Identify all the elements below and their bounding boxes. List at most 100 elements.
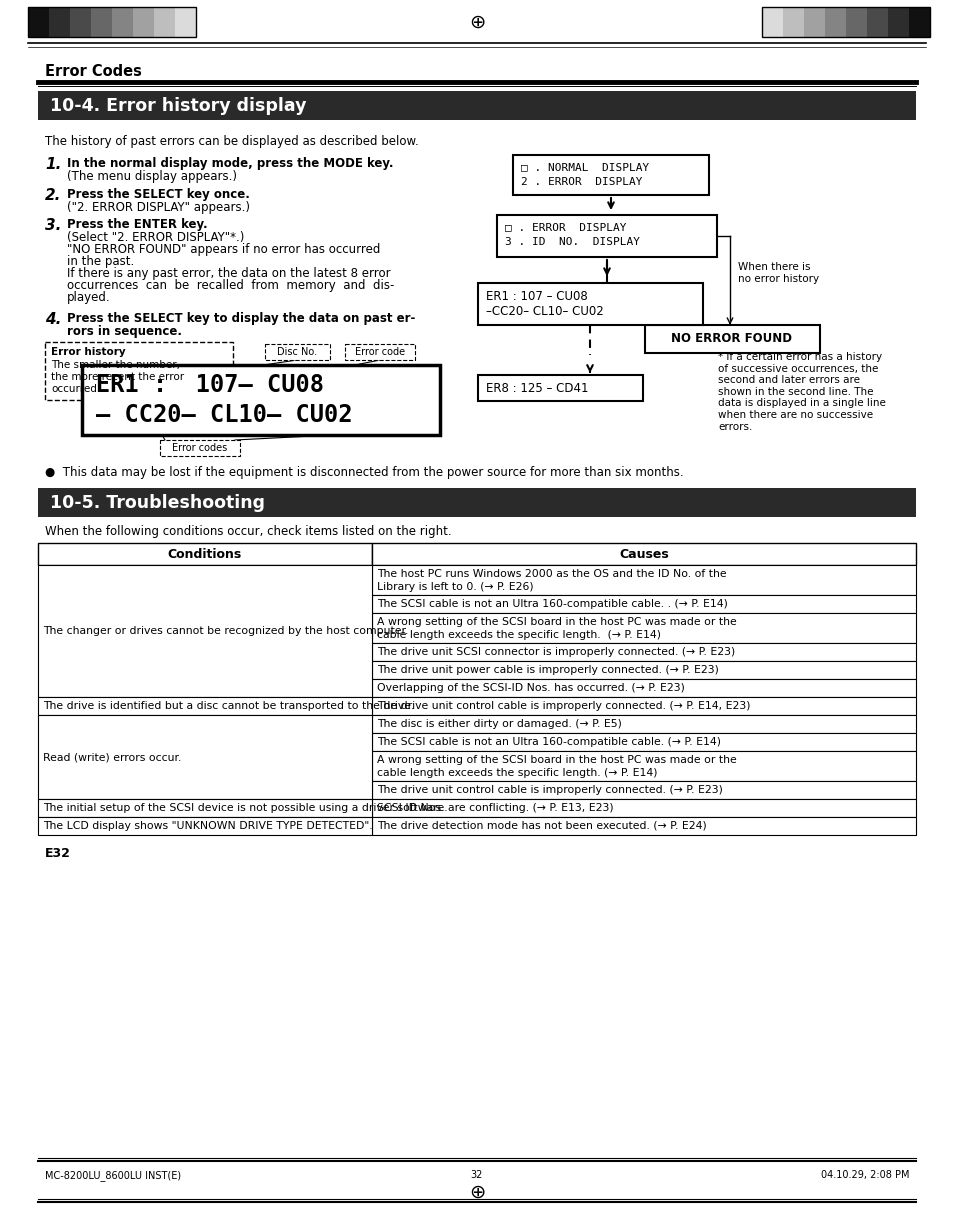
Bar [49,7,70,37]
Bar [887,7,908,37]
Text: 4.: 4. [45,312,61,326]
Bar [372,643,915,661]
Bar [824,7,845,37]
Bar [372,698,915,715]
Text: –CC20– CL10– CU02: –CC20– CL10– CU02 [485,305,603,318]
Bar [28,7,49,37]
Text: Overlapping of the SCSI-ID Nos. has occurred. (→ P. E23): Overlapping of the SCSI-ID Nos. has occu… [376,683,684,693]
Bar [38,91,915,120]
Text: "NO ERROR FOUND" appears if no error has occurred: "NO ERROR FOUND" appears if no error has… [67,243,380,256]
Text: ⊕: ⊕ [468,12,485,31]
Text: 32: 32 [471,1170,482,1180]
Bar [38,488,915,517]
Text: (Select "2. ERROR DISPLAY"*.): (Select "2. ERROR DISPLAY"*.) [67,231,244,244]
Text: 3.: 3. [45,218,61,233]
Text: The drive is identified but a disc cannot be transported to the drive.: The drive is identified but a disc canno… [43,701,414,711]
Bar [28,7,195,37]
Text: The disc is either dirty or damaged. (→ P. E5): The disc is either dirty or damaged. (→ … [376,719,621,729]
Text: A wrong setting of the SCSI board in the host PC was made or the: A wrong setting of the SCSI board in the… [376,617,736,627]
Bar [761,7,929,37]
Text: Error code: Error code [355,347,405,357]
Text: □ . NORMAL  DISPLAY: □ . NORMAL DISPLAY [520,162,649,172]
Bar [497,215,717,258]
Text: rors in sequence.: rors in sequence. [67,325,182,339]
Bar [644,325,820,353]
Bar [372,661,915,679]
Text: played.: played. [67,291,111,303]
Bar [372,817,915,835]
Text: The SCSI cable is not an Ultra 160-compatible cable. (→ P. E14): The SCSI cable is not an Ultra 160-compa… [376,737,720,747]
Bar [174,7,195,37]
Text: Causes: Causes [618,548,668,561]
Text: NO ERROR FOUND: NO ERROR FOUND [671,332,792,346]
Bar [38,543,372,565]
Text: Error Codes: Error Codes [45,64,142,80]
Text: Press the SELECT key to display the data on past er-: Press the SELECT key to display the data… [67,312,415,325]
Bar [38,799,372,817]
Text: cable length exceeds the specific length. (→ P. E14): cable length exceeds the specific length… [376,768,657,779]
Text: the more recent the error: the more recent the error [51,372,184,382]
Text: The LCD display shows "UNKNOWN DRIVE TYPE DETECTED".: The LCD display shows "UNKNOWN DRIVE TYP… [43,821,373,831]
Text: 3 . ID  NO.  DISPLAY: 3 . ID NO. DISPLAY [504,237,639,247]
Text: Press the SELECT key once.: Press the SELECT key once. [67,189,250,201]
Text: * If a certain error has a history
of successive occurrences, the
second and lat: * If a certain error has a history of su… [718,352,885,432]
Text: in the past.: in the past. [67,255,134,268]
Bar [477,283,702,325]
Bar [91,7,112,37]
Text: 10-4. Error history display: 10-4. Error history display [50,97,306,115]
Bar [160,440,240,456]
Bar [372,679,915,698]
Text: The drive unit control cable is improperly connected. (→ P. E14, E23): The drive unit control cable is improper… [376,701,750,711]
Text: Error codes: Error codes [172,442,228,453]
Text: 2.: 2. [45,189,61,203]
Text: SCSI ID Nos. are conflicting. (→ P. E13, E23): SCSI ID Nos. are conflicting. (→ P. E13,… [376,803,613,812]
Bar [845,7,866,37]
Text: Read (write) errors occur.: Read (write) errors occur. [43,752,181,762]
Text: The history of past errors can be displayed as described below.: The history of past errors can be displa… [45,135,418,147]
Text: (The menu display appears.): (The menu display appears.) [67,170,236,183]
Bar [372,715,915,733]
Text: The drive unit power cable is improperly connected. (→ P. E23): The drive unit power cable is improperly… [376,665,719,675]
Bar [513,155,708,195]
Bar [38,715,372,799]
Bar [372,799,915,817]
Text: Conditions: Conditions [168,548,242,561]
Text: occurrences  can  be  recalled  from  memory  and  dis-: occurrences can be recalled from memory … [67,279,394,293]
Bar [372,595,915,613]
Text: When there is
no error history: When there is no error history [738,262,819,284]
Text: A wrong setting of the SCSI board in the host PC was made or the: A wrong setting of the SCSI board in the… [376,754,736,765]
Text: In the normal display mode, press the MODE key.: In the normal display mode, press the MO… [67,157,393,170]
Bar [153,7,174,37]
Text: ⊕: ⊕ [468,1182,485,1202]
Text: ER8 : 125 – CD41: ER8 : 125 – CD41 [485,382,588,394]
Text: ("2. ERROR DISPLAY" appears.): ("2. ERROR DISPLAY" appears.) [67,201,250,214]
Text: 10-5. Troubleshooting: 10-5. Troubleshooting [50,494,265,511]
Text: The drive unit control cable is improperly connected. (→ P. E23): The drive unit control cable is improper… [376,785,722,796]
Bar [908,7,929,37]
Text: Disc No.: Disc No. [276,347,316,357]
Bar [477,375,642,401]
Text: □ . ERROR  DISPLAY: □ . ERROR DISPLAY [504,222,626,232]
Text: The drive unit SCSI connector is improperly connected. (→ P. E23): The drive unit SCSI connector is imprope… [376,647,735,656]
Bar [372,733,915,751]
Bar [265,345,330,360]
Bar [782,7,803,37]
Text: Press the ENTER key.: Press the ENTER key. [67,218,208,231]
Bar [38,698,372,715]
Bar [761,7,782,37]
Bar [45,342,233,400]
Text: Library is left to 0. (→ P. E26): Library is left to 0. (→ P. E26) [376,582,533,592]
Text: occurred.: occurred. [51,384,100,394]
Text: The drive detection mode has not been executed. (→ P. E24): The drive detection mode has not been ex… [376,821,706,831]
Text: E32: E32 [45,848,71,860]
Text: If there is any past error, the data on the latest 8 error: If there is any past error, the data on … [67,267,390,280]
Bar [112,7,132,37]
Bar [372,565,915,595]
Bar [38,817,372,835]
Text: The changer or drives cannot be recognized by the host computer.: The changer or drives cannot be recogniz… [43,626,408,636]
Bar [132,7,153,37]
Bar [38,565,372,698]
Text: 04.10.29, 2:08 PM: 04.10.29, 2:08 PM [821,1170,909,1180]
Bar [70,7,91,37]
Text: ER1 :  107– CU08: ER1 : 107– CU08 [96,374,324,397]
